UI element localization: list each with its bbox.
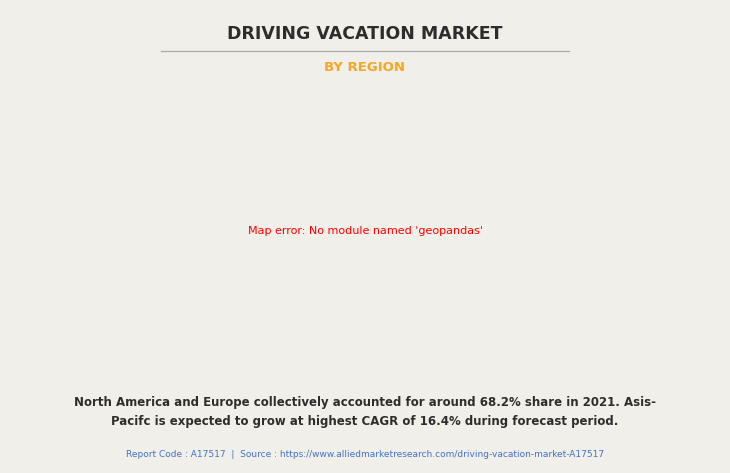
Text: Report Code : A17517  |  Source : https://www.alliedmarketresearch.com/driving-v: Report Code : A17517 | Source : https://… (126, 449, 604, 459)
Text: Pacifc is expected to grow at highest CAGR of 16.4% during forecast period.: Pacifc is expected to grow at highest CA… (111, 415, 619, 429)
Text: North America and Europe collectively accounted for around 68.2% share in 2021. : North America and Europe collectively ac… (74, 396, 656, 410)
Text: Map error: No module named 'geopandas': Map error: No module named 'geopandas' (247, 226, 483, 236)
Text: DRIVING VACATION MARKET: DRIVING VACATION MARKET (227, 25, 503, 43)
Text: BY REGION: BY REGION (325, 61, 405, 74)
